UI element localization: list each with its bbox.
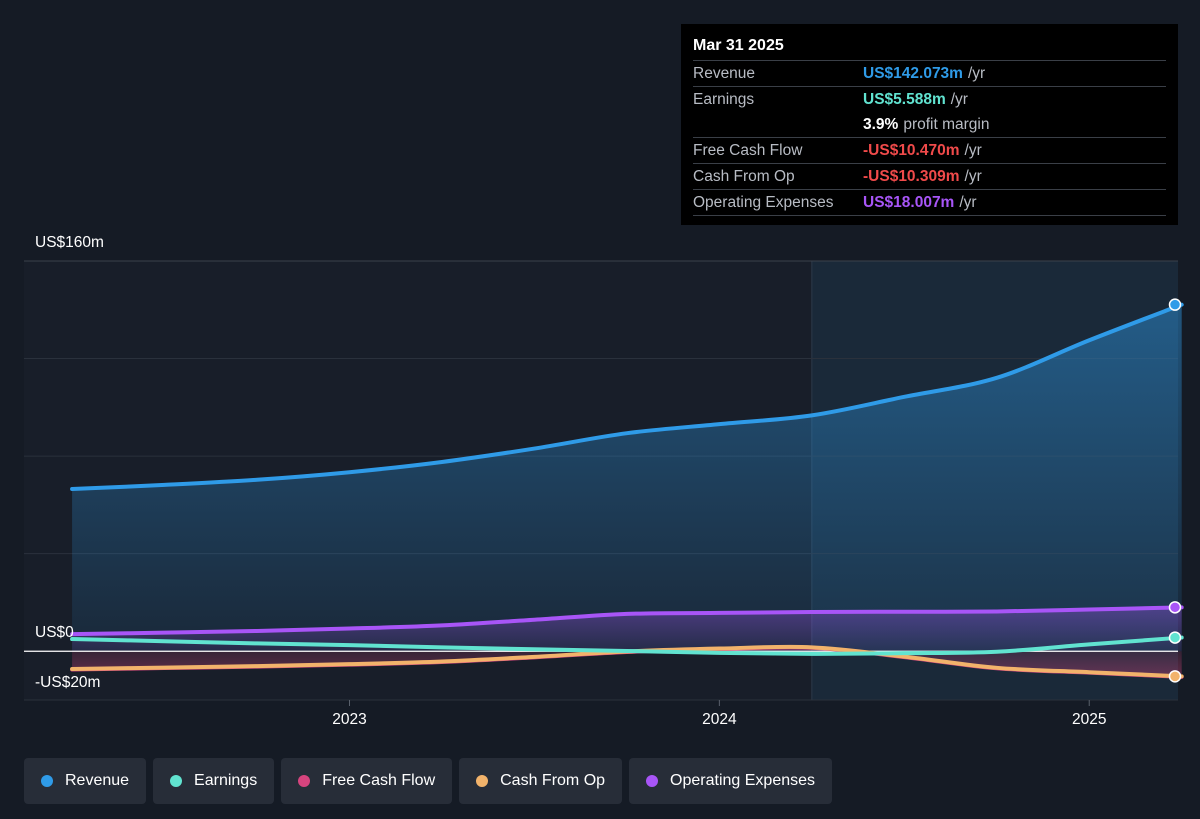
legend-item-operating-expenses[interactable]: Operating Expenses: [629, 758, 833, 804]
revenue-area: [72, 304, 1182, 652]
tooltip-date: Mar 31 2025: [693, 37, 784, 54]
legend-label: Revenue: [65, 772, 130, 789]
tooltip-row-free-cash-flow: Free Cash Flow -US$10.470m /yr: [693, 137, 1166, 163]
tooltip-unit: profit margin: [903, 115, 990, 133]
y-tick-label-top: US$160m: [35, 234, 104, 251]
tooltip-divider: [693, 215, 1166, 216]
tooltip-label: Revenue: [693, 64, 756, 82]
revenue-line: [70, 302, 1184, 492]
tooltip-value: 3.9%: [863, 115, 899, 133]
tooltip-label: Free Cash Flow: [693, 141, 803, 159]
tooltip-row-cash-from-op: Cash From Op -US$10.309m /yr: [693, 163, 1166, 189]
tooltip-value: US$142.073m: [863, 64, 963, 82]
x-axis-ticks: 2023 2024 2025: [332, 700, 1106, 728]
tooltip-unit: /yr: [967, 64, 986, 82]
legend-dot-icon: [41, 775, 53, 787]
earnings-end-marker: [1168, 631, 1182, 644]
tooltip-row-earnings: Earnings US$5.588m /yr: [693, 86, 1166, 112]
series-lines: [70, 302, 1184, 679]
tooltip-row-revenue: Revenue US$142.073m /yr: [693, 60, 1166, 86]
tooltip-label: Cash From Op: [693, 167, 795, 185]
legend-dot-icon: [298, 775, 311, 787]
x-tick-label: 2024: [702, 711, 737, 728]
tooltip-unit: /yr: [950, 90, 968, 108]
legend-item-revenue[interactable]: Revenue: [24, 758, 147, 804]
y-tick-label-zero: US$0: [35, 624, 74, 641]
legend-dot-icon: [476, 775, 489, 787]
cash-from-op-end-marker: [1168, 670, 1182, 683]
tooltip-unit: /yr: [964, 167, 982, 185]
legend-item-free-cash-flow[interactable]: Free Cash Flow: [281, 758, 453, 804]
legend-label: Free Cash Flow: [322, 772, 436, 789]
legend-item-earnings[interactable]: Earnings: [153, 758, 275, 804]
legend-dot-icon: [170, 775, 183, 787]
legend-label: Operating Expenses: [670, 772, 816, 789]
data-tooltip: Mar 31 2025 Revenue US$142.073m /yr Earn…: [681, 24, 1178, 225]
chart-legend: Revenue Earnings Free Cash Flow Cash Fro…: [24, 758, 833, 804]
series-end-markers: [1168, 298, 1182, 683]
tooltip-row-operating-expenses: Operating Expenses US$18.007m /yr: [693, 189, 1166, 215]
x-tick-label: 2023: [332, 711, 366, 728]
tooltip-row-profit-margin: 3.9% profit margin: [693, 112, 1166, 137]
y-tick-label-bottom: -US$20m: [35, 674, 101, 691]
operating-expenses-end-marker: [1168, 601, 1182, 614]
tooltip-unit: /yr: [964, 141, 982, 159]
tooltip-value: US$5.588m: [863, 90, 946, 108]
revenue-end-marker: [1168, 298, 1182, 311]
legend-label: Earnings: [194, 772, 258, 789]
legend-label: Cash From Op: [500, 772, 606, 789]
x-tick-label: 2025: [1072, 711, 1106, 728]
tooltip-value: -US$10.309m: [863, 167, 960, 185]
tooltip-value: US$18.007m: [863, 193, 955, 211]
tooltip-value: -US$10.470m: [863, 141, 960, 159]
operating-expenses-area: [72, 607, 1182, 652]
earnings-line: [70, 635, 1184, 656]
tooltip-unit: /yr: [959, 193, 977, 211]
legend-item-cash-from-op[interactable]: Cash From Op: [459, 758, 623, 804]
tooltip-label: Operating Expenses: [693, 193, 834, 211]
tooltip-label: Earnings: [693, 90, 755, 108]
operating-expenses-line: [70, 605, 1184, 637]
legend-dot-icon: [646, 775, 659, 787]
